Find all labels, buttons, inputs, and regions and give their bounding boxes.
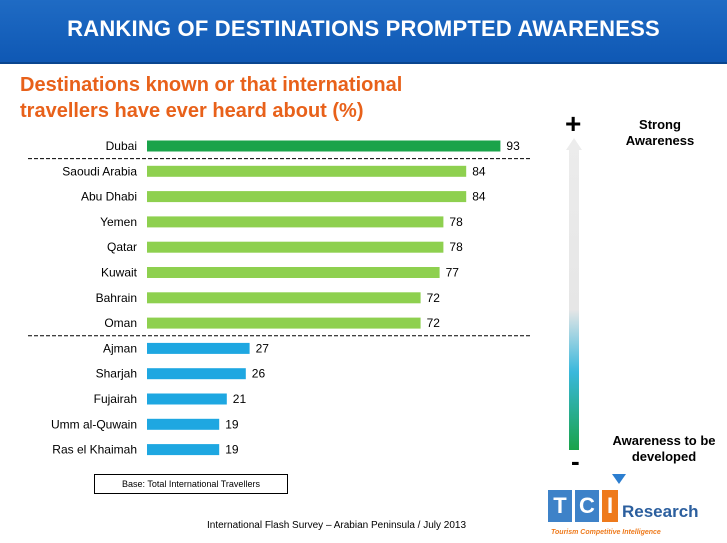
logo-triangle-icon xyxy=(612,474,626,484)
value-label-ras-el-khaimah: 19 xyxy=(225,443,239,457)
category-label-saoudi-arabia: Saoudi Arabia xyxy=(62,164,137,178)
page-title: RANKING OF DESTINATIONS PROMPTED AWARENE… xyxy=(67,16,660,41)
category-label-kuwait: Kuwait xyxy=(101,266,138,280)
bar-ras-el-khaimah xyxy=(147,444,220,456)
value-label-dubai: 93 xyxy=(506,139,520,153)
value-label-qatar: 78 xyxy=(449,240,463,254)
bar-ajman xyxy=(147,342,250,354)
logo-letter-i: I xyxy=(602,490,618,522)
base-note: Base: Total International Travellers xyxy=(94,474,288,494)
category-label-ras-el-khaimah: Ras el Khaimah xyxy=(52,443,137,457)
tci-research-logo: T C I Research Tourism Competitive Intel… xyxy=(543,474,727,543)
category-label-qatar: Qatar xyxy=(107,240,137,254)
value-label-fujairah: 21 xyxy=(233,392,247,406)
category-label-bahrain: Bahrain xyxy=(96,291,137,305)
bar-dubai xyxy=(147,140,501,152)
category-label-sharjah: Sharjah xyxy=(96,367,137,381)
bar-oman xyxy=(147,317,421,329)
value-label-sharjah: 26 xyxy=(252,367,266,381)
logo-tagline: Tourism Competitive Intelligence xyxy=(551,529,661,536)
bar-fujairah xyxy=(147,393,227,405)
category-label-dubai: Dubai xyxy=(106,139,137,153)
chart-subtitle: Destinations known or that international… xyxy=(20,74,403,122)
bar-umm-al-quwain xyxy=(147,418,220,430)
bar-yemen xyxy=(147,216,444,228)
bar-abu-dhabi xyxy=(147,191,467,203)
value-label-yemen: 78 xyxy=(449,215,463,229)
value-label-kuwait: 77 xyxy=(446,266,460,280)
bar-sharjah xyxy=(147,368,246,380)
plus-sign: + xyxy=(565,108,582,139)
category-label-umm-al-quwain: Umm al-Quwain xyxy=(51,417,137,431)
value-label-bahrain: 72 xyxy=(427,291,441,305)
category-label-oman: Oman xyxy=(104,316,137,330)
value-label-abu-dhabi: 84 xyxy=(472,190,486,204)
category-label-ajman: Ajman xyxy=(103,341,137,355)
value-label-saoudi-arabia: 84 xyxy=(472,164,486,178)
bar-kuwait xyxy=(147,267,440,278)
awareness-scale-arrow xyxy=(566,138,582,450)
value-label-umm-al-quwain: 19 xyxy=(225,417,239,431)
logo-word: Research xyxy=(622,502,699,521)
minus-sign: - xyxy=(571,446,580,476)
awareness-to-develop-label: Awareness to be developed xyxy=(612,433,716,464)
logo-letter-t: T xyxy=(548,490,572,522)
strong-awareness-label: Strong Awareness xyxy=(625,117,695,148)
title-bar: RANKING OF DESTINATIONS PROMPTED AWARENE… xyxy=(0,0,727,64)
value-label-ajman: 27 xyxy=(256,341,270,355)
category-label-fujairah: Fujairah xyxy=(94,392,137,406)
category-label-abu-dhabi: Abu Dhabi xyxy=(81,190,137,204)
footer-text: International Flash Survey – Arabian Pen… xyxy=(207,520,467,531)
category-label-yemen: Yemen xyxy=(100,215,137,229)
bar-saoudi-arabia xyxy=(147,165,467,177)
bar-qatar xyxy=(147,241,444,253)
bar-bahrain xyxy=(147,292,421,304)
logo-letter-c: C xyxy=(575,490,599,522)
value-label-oman: 72 xyxy=(427,316,441,330)
